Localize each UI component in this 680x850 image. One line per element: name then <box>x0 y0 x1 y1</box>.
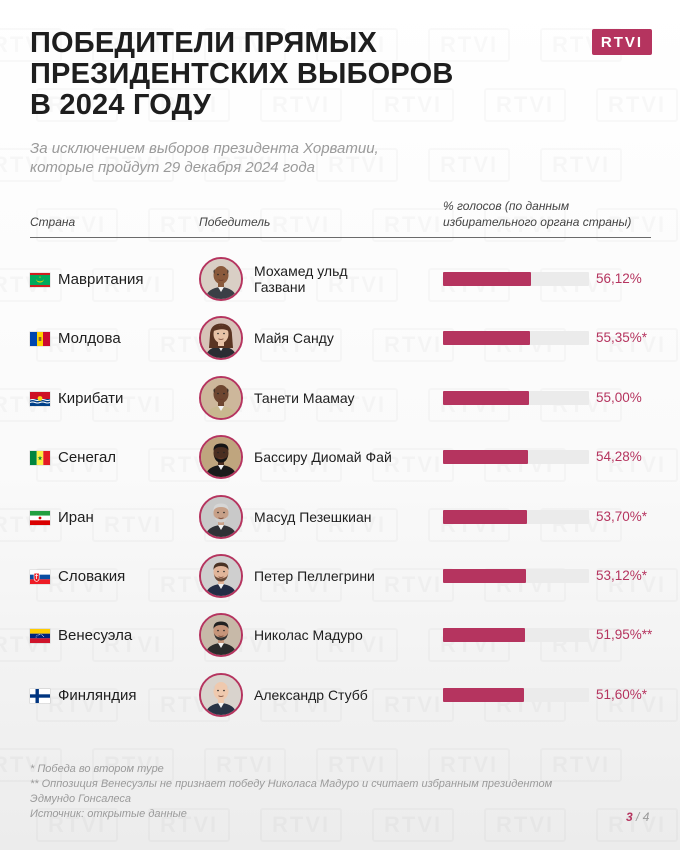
table-row: Сенегал Бассиру Диомай Фай 54,28% <box>0 427 680 487</box>
winner-name-line: Бассиру Диомай Фай <box>254 449 392 465</box>
vote-percent-label: 51,60%* <box>596 687 648 702</box>
winner-name-line: Масуд Пезешкиан <box>254 509 372 525</box>
moldova-flag <box>30 332 50 346</box>
page-subtitle: За исключением выборов президента Хорват… <box>30 139 470 177</box>
winner-name-line: Газвани <box>254 279 306 295</box>
finland-flag <box>30 689 50 703</box>
vote-percent-label: 56,12% <box>596 271 642 286</box>
title-line: ПОБЕДИТЕЛИ ПРЯМЫХ <box>30 27 377 59</box>
vote-bar <box>443 331 530 345</box>
rtvi-logo: RTVI <box>592 29 652 55</box>
vote-bar <box>443 272 532 286</box>
subtitle-line: За исключением выборов президента Хорват… <box>30 140 379 157</box>
winner-name-line: Николас Мадуро <box>254 627 363 643</box>
winner-name-line: Мохамед ульд <box>254 263 348 279</box>
winner-photo <box>199 495 243 539</box>
table-row: Мавритания Мохамед ульд Газвани 56,12% <box>0 249 680 309</box>
winner-name-line: Танети Маамау <box>254 390 355 406</box>
footnote-venezuela: ** Оппозиция Венесуэлы не признает побед… <box>30 778 553 790</box>
bar-track <box>443 391 589 405</box>
footnote-second-round: * Победа во втором туре <box>30 763 164 775</box>
vote-percent-label: 53,12%* <box>596 568 648 583</box>
column-header-winner: Победитель <box>199 215 271 229</box>
page-current: 3 <box>626 810 633 824</box>
table-row: Иран Масуд Пезешкиан 53,70%* <box>0 487 680 547</box>
winner-photo <box>199 613 243 657</box>
country-name: Кирибати <box>58 390 124 407</box>
bar-track <box>443 450 589 464</box>
column-header-votes-line: % голосов (по данным <box>443 199 570 213</box>
winner-name: Мохамед ульд Газвани <box>254 263 424 295</box>
mauritania-flag <box>30 273 50 287</box>
footnote-venezuela-cont: Эдмундо Гонсалеса <box>30 793 132 805</box>
column-header-country: Страна <box>30 215 76 229</box>
page-separator: / <box>632 810 643 824</box>
winner-name-line: Петер Пеллегрини <box>254 568 375 584</box>
slovakia-flag <box>30 570 50 584</box>
bar-track <box>443 331 589 345</box>
bar-track <box>443 688 589 702</box>
winner-name-line: Майя Санду <box>254 330 334 346</box>
table-row: Словакия Петер Пеллегрини 53,12%* <box>0 546 680 606</box>
winner-name: Александр Стубб <box>254 687 424 703</box>
vote-bar <box>443 450 529 464</box>
vote-percent-label: 55,00% <box>596 390 642 405</box>
winner-photo <box>199 673 243 717</box>
vote-bar <box>443 628 525 642</box>
title-line: В 2024 ГОДУ <box>30 89 212 121</box>
country-name: Финляндия <box>58 687 137 704</box>
winner-photo <box>199 554 243 598</box>
winner-name-line: Александр Стубб <box>254 687 368 703</box>
vote-bar <box>443 688 524 702</box>
vote-bar <box>443 510 528 524</box>
winner-photo <box>199 257 243 301</box>
table-row: Финляндия Александр Стубб 51,60%* <box>0 665 680 725</box>
column-header-votes-line: избирательного органа страны) <box>443 215 632 229</box>
watermark-logo: RTVI <box>540 148 622 182</box>
page-title: ПОБЕДИТЕЛИ ПРЯМЫХ ПРЕЗИДЕНТСКИХ ВЫБОРОВ … <box>30 28 550 121</box>
winner-name: Николас Мадуро <box>254 627 424 643</box>
winner-photo <box>199 316 243 360</box>
vote-percent-label: 53,70%* <box>596 509 648 524</box>
kiribati-flag <box>30 392 50 406</box>
country-name: Иран <box>58 509 94 526</box>
table-row: Кирибати Танети Маамау 55,00% <box>0 368 680 428</box>
country-name: Словакия <box>58 568 126 585</box>
winner-name: Масуд Пезешкиан <box>254 509 424 525</box>
winner-name: Бассиру Диомай Фай <box>254 449 424 465</box>
table-row: Молдова Майя Санду 55,35%* <box>0 308 680 368</box>
column-header-votes: % голосов (по данным избирательного орга… <box>443 198 631 230</box>
vote-percent-label: 51,95%** <box>596 627 653 642</box>
watermark-logo: RTVI <box>596 88 678 122</box>
senegal-flag <box>30 451 50 465</box>
vote-percent-label: 54,28% <box>596 449 642 464</box>
bar-track <box>443 510 589 524</box>
iran-flag <box>30 511 50 525</box>
country-name: Молдова <box>58 330 121 347</box>
vote-bar <box>443 569 527 583</box>
winner-name: Танети Маамау <box>254 390 424 406</box>
winner-photo <box>199 435 243 479</box>
subtitle-line: которые пройдут 29 декабря 2024 года <box>30 159 315 176</box>
country-name: Венесуэла <box>58 627 133 644</box>
title-line: ПРЕЗИДЕНТСКИХ ВЫБОРОВ <box>30 58 454 90</box>
footnotes: * Победа во втором туре ** Оппозиция Вен… <box>30 762 630 822</box>
vote-percent-label: 55,35%* <box>596 330 648 345</box>
bar-track <box>443 272 589 286</box>
page-indicator: 3 / 4 <box>626 810 649 824</box>
table-row: Венесуэла Николас Мадуро 51,95%** <box>0 605 680 665</box>
country-name: Мавритания <box>58 271 144 288</box>
venezuela-flag <box>30 629 50 643</box>
winner-name: Майя Санду <box>254 330 424 346</box>
page-total: 4 <box>642 810 650 824</box>
bar-track <box>443 569 589 583</box>
header-divider <box>30 237 651 238</box>
winner-photo <box>199 376 243 420</box>
bar-track <box>443 628 589 642</box>
vote-bar <box>443 391 530 405</box>
winner-name: Петер Пеллегрини <box>254 568 424 584</box>
footnote-source: Источник: открытые данные <box>30 808 187 820</box>
country-name: Сенегал <box>58 449 117 466</box>
